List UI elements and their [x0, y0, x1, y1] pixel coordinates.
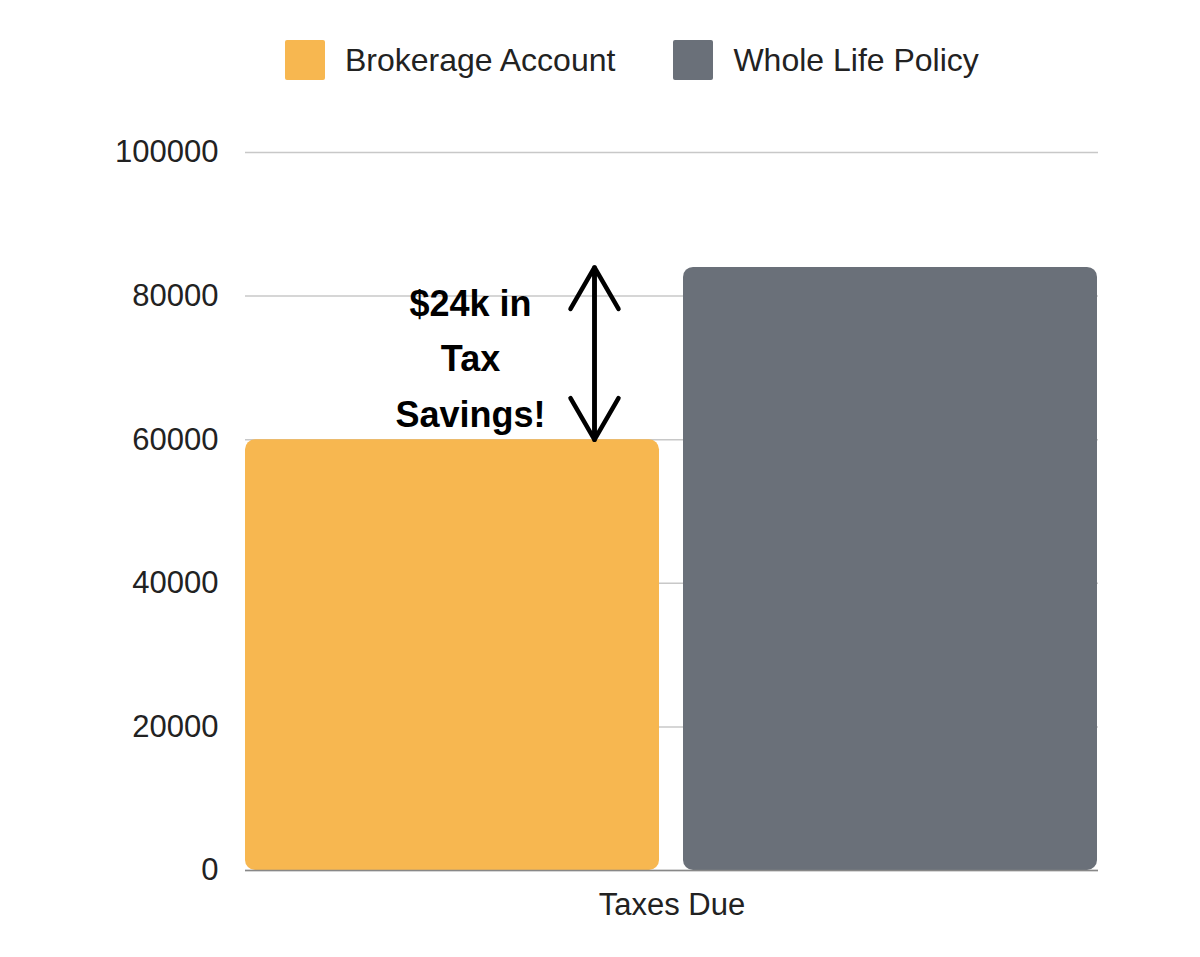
html-text:Brokerage Account: Brokerage Account	[345, 41, 616, 78]
svg-text:$24k inTaxSavings!: $24k inTaxSavings!	[395, 283, 545, 436]
svg-text:40000: 40000	[132, 565, 218, 600]
html-text:Whole Life Policy: Whole Life Policy	[733, 41, 979, 78]
svg-text:100000: 100000	[115, 134, 218, 169]
svg-text:0: 0	[201, 852, 218, 887]
svg-text:20000: 20000	[132, 709, 218, 744]
svg-text:Taxes Due: Taxes Due	[599, 887, 745, 922]
svg-text:60000: 60000	[132, 422, 218, 457]
svg-text:80000: 80000	[132, 278, 218, 313]
